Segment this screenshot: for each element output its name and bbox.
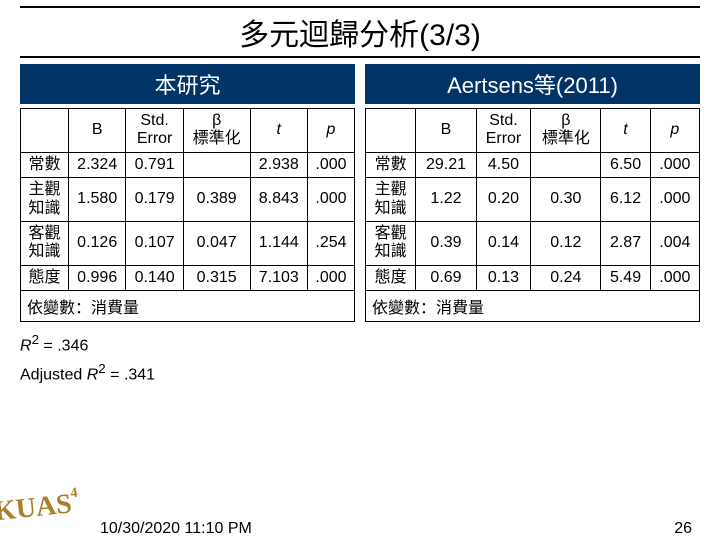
cell: 6.12 <box>601 178 650 222</box>
table-left-body: 常數2.3240.7912.938.000主觀知識1.5800.1790.389… <box>21 152 355 290</box>
cell <box>183 152 250 177</box>
cell: .000 <box>650 178 699 222</box>
table-right: B Std.Error β標準化 t p 常數29.214.506.50.000… <box>365 108 700 291</box>
cell: 0.179 <box>126 178 183 222</box>
cell: 態度 <box>366 265 416 290</box>
cell: 0.389 <box>183 178 250 222</box>
adj-r2-line: Adjusted R2 = .341 <box>20 361 700 384</box>
cell: 1.22 <box>416 178 476 222</box>
cell: 0.107 <box>126 221 183 265</box>
cell: 0.20 <box>476 178 531 222</box>
cell: 2.324 <box>69 152 126 177</box>
cell: 5.49 <box>601 265 650 290</box>
cell: 29.21 <box>416 152 476 177</box>
cell: 8.843 <box>250 178 307 222</box>
cell: 1.580 <box>69 178 126 222</box>
cell: 常數 <box>366 152 416 177</box>
cell: 0.791 <box>126 152 183 177</box>
table-row: 客觀知識0.1260.1070.0471.144.254 <box>21 221 355 265</box>
r2-line: R2 = .346 <box>20 332 700 355</box>
footer-page: 26 <box>674 520 692 538</box>
panel-right-header: Aertsens等(2011) <box>365 64 700 104</box>
col-std: Std.Error <box>126 109 183 153</box>
table-row: 主觀知識1.5800.1790.3898.843.000 <box>21 178 355 222</box>
panel-right: Aertsens等(2011) B Std.Error β標準化 t p 常數2… <box>365 64 700 322</box>
cell: .254 <box>307 221 354 265</box>
stats-block: R2 = .346 Adjusted R2 = .341 <box>0 322 720 389</box>
cell: 2.87 <box>601 221 650 265</box>
dep-right: 依變數：消費量 <box>365 291 700 322</box>
cell: 客觀知識 <box>21 221 69 265</box>
cell: .000 <box>307 152 354 177</box>
cell: .000 <box>307 265 354 290</box>
cell: 0.13 <box>476 265 531 290</box>
table-right-body: 常數29.214.506.50.000主觀知識1.220.200.306.12.… <box>366 152 700 290</box>
footer-date: 10/30/2020 11:10 PM <box>100 520 252 538</box>
cell: 0.126 <box>69 221 126 265</box>
cell: 1.144 <box>250 221 307 265</box>
cell: 客觀知識 <box>366 221 416 265</box>
cell: 0.996 <box>69 265 126 290</box>
panel-left-header: 本研究 <box>20 64 355 104</box>
cell: .000 <box>307 178 354 222</box>
cell: 主觀知識 <box>21 178 69 222</box>
col-std: Std.Error <box>476 109 531 153</box>
cell: .000 <box>650 265 699 290</box>
cell: 4.50 <box>476 152 531 177</box>
cell: 0.24 <box>531 265 601 290</box>
cell: 主觀知識 <box>366 178 416 222</box>
panel-left: 本研究 B Std.Error β標準化 t p 常數2.3240.791 2.9… <box>20 64 355 322</box>
cell: 0.14 <box>476 221 531 265</box>
col-blank <box>366 109 416 153</box>
col-beta: β標準化 <box>531 109 601 153</box>
col-p: p <box>650 109 699 153</box>
cell: 0.69 <box>416 265 476 290</box>
cell: 2.938 <box>250 152 307 177</box>
cell: 0.315 <box>183 265 250 290</box>
tables-container: 本研究 B Std.Error β標準化 t p 常數2.3240.7912.9… <box>0 64 720 322</box>
col-t: t <box>250 109 307 153</box>
dep-left: 依變數：消費量 <box>20 291 355 322</box>
col-beta: β標準化 <box>183 109 250 153</box>
table-row: 態度0.9960.1400.3157.103.000 <box>21 265 355 290</box>
cell: 0.30 <box>531 178 601 222</box>
table-row: 客觀知識0.390.140.122.87.004 <box>366 221 700 265</box>
col-blank <box>21 109 69 153</box>
cell: 0.39 <box>416 221 476 265</box>
table-row: 常數2.3240.791 2.938.000 <box>21 152 355 177</box>
cell <box>531 152 601 177</box>
table-row: 主觀知識1.220.200.306.12.000 <box>366 178 700 222</box>
cell: 7.103 <box>250 265 307 290</box>
slide-footer: 10/30/2020 11:10 PM 26 <box>0 520 720 538</box>
cell: 0.140 <box>126 265 183 290</box>
cell: .004 <box>650 221 699 265</box>
col-B: B <box>69 109 126 153</box>
col-p: p <box>307 109 354 153</box>
cell: 0.047 <box>183 221 250 265</box>
table-row: 態度0.690.130.245.49.000 <box>366 265 700 290</box>
col-t: t <box>601 109 650 153</box>
table-row: 常數29.214.50 6.50.000 <box>366 152 700 177</box>
title-bar: 多元迴歸分析(3/3) <box>20 6 700 58</box>
table-left: B Std.Error β標準化 t p 常數2.3240.7912.938.0… <box>20 108 355 291</box>
col-B: B <box>416 109 476 153</box>
cell: 6.50 <box>601 152 650 177</box>
cell: 態度 <box>21 265 69 290</box>
cell: 常數 <box>21 152 69 177</box>
cell: 0.12 <box>531 221 601 265</box>
cell: .000 <box>650 152 699 177</box>
page-title: 多元迴歸分析(3/3) <box>20 10 700 54</box>
